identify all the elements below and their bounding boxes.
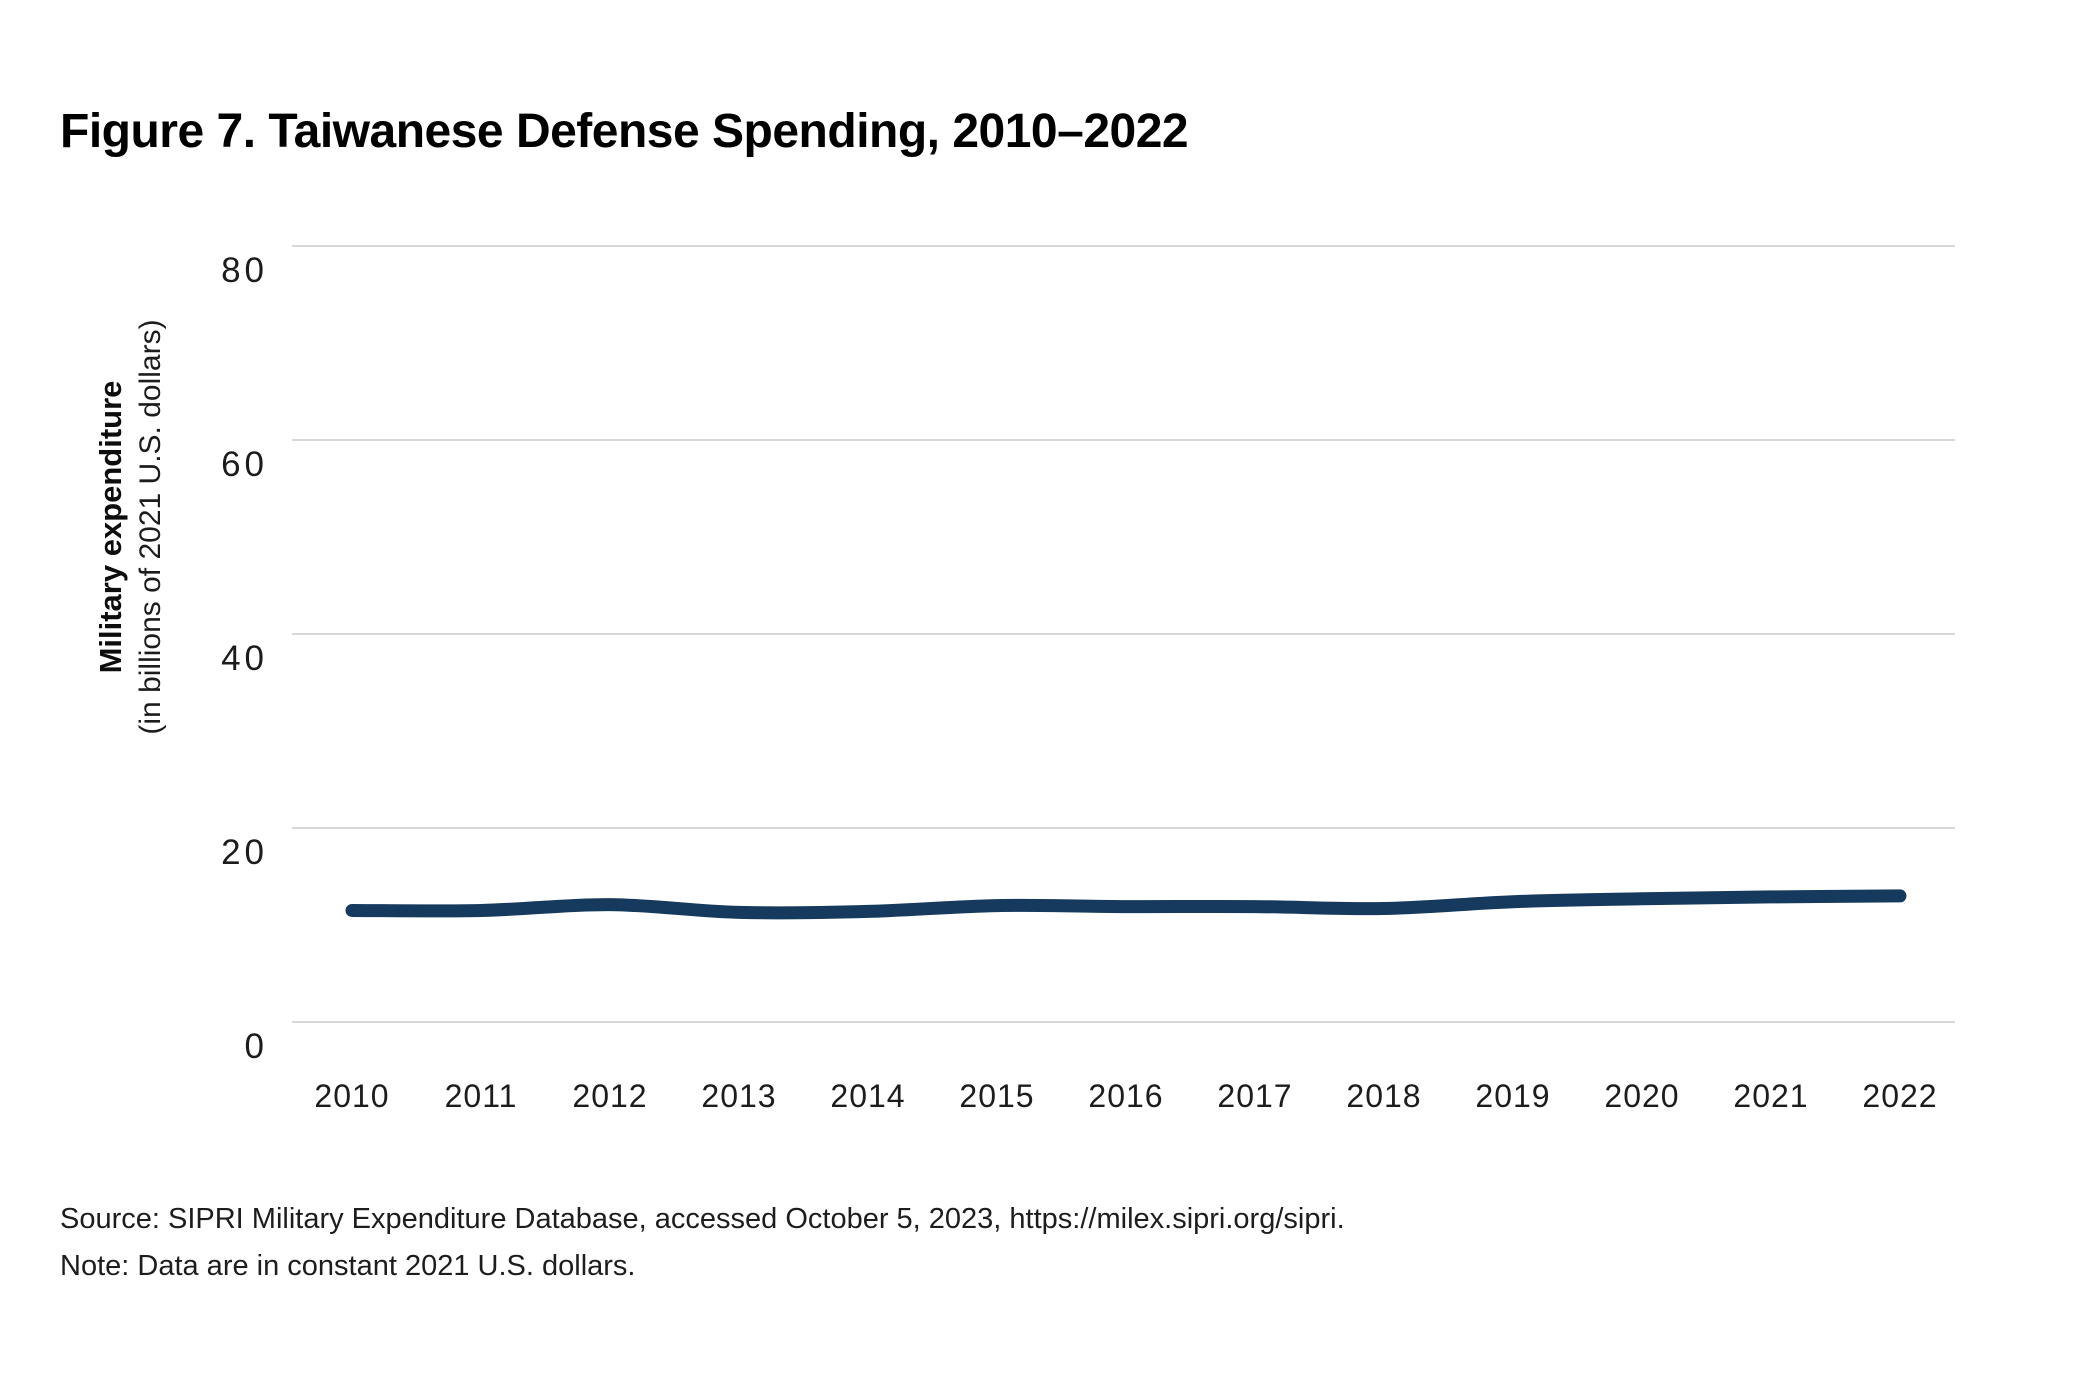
x-tick-label-2017: 2017 [1217,1078,1293,1114]
figure-footer: Source: SIPRI Military Expenditure Datab… [60,1196,1345,1290]
x-tick-label-2012: 2012 [572,1078,648,1114]
x-tick-label-2014: 2014 [830,1078,906,1114]
x-tick-label-2013: 2013 [701,1078,777,1114]
note-text: Note: Data are in constant 2021 U.S. dol… [60,1250,636,1282]
y-tick-label-20: 20 [221,833,268,872]
x-tick-label-2015: 2015 [959,1078,1035,1114]
y-tick-label-40: 40 [221,639,268,678]
x-tick-label-2018: 2018 [1346,1078,1422,1114]
x-tick-label-2010: 2010 [314,1078,390,1114]
x-tick-label-2022: 2022 [1862,1078,1938,1114]
source-text: Source: SIPRI Military Expenditure Datab… [60,1203,1345,1235]
x-tick-label-2021: 2021 [1733,1078,1809,1114]
y-tick-label-60: 60 [221,445,268,484]
series-line-taiwanese-military-expenditure [345,889,1907,920]
x-tick-label-2016: 2016 [1088,1078,1164,1114]
x-tick-label-2020: 2020 [1604,1078,1680,1114]
y-tick-label-0: 0 [244,1027,268,1066]
x-tick-label-2011: 2011 [444,1078,518,1114]
y-tick-label-80: 80 [221,251,268,290]
x-tick-label-2019: 2019 [1475,1078,1551,1114]
page-title: Figure 7. Taiwanese Defense Spending, 20… [60,105,1189,159]
